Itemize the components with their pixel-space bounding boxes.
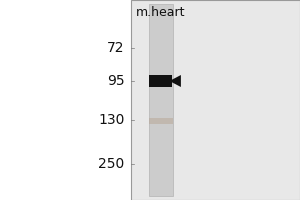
- Bar: [130, 0, 300, 200]
- Text: 130: 130: [98, 113, 124, 127]
- Text: 250: 250: [98, 157, 124, 171]
- Bar: [149, 75, 172, 86]
- Text: m.heart: m.heart: [136, 6, 185, 19]
- Text: 95: 95: [107, 74, 124, 88]
- Bar: [148, 4, 172, 196]
- Polygon shape: [169, 75, 181, 87]
- Text: 72: 72: [107, 41, 124, 55]
- Bar: [148, 118, 172, 124]
- Bar: [0, 0, 130, 200]
